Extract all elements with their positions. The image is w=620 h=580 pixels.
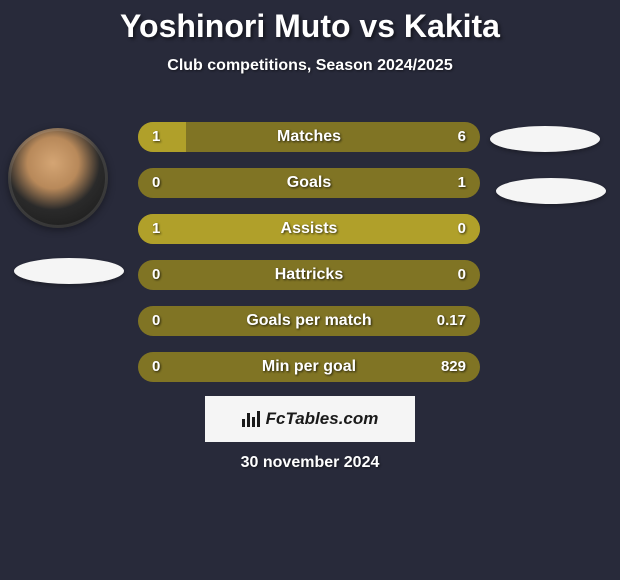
fctables-badge: FcTables.com (205, 396, 415, 442)
stat-row: 16Matches (138, 122, 480, 152)
chart-icon (242, 411, 260, 427)
stat-row: 00.17Goals per match (138, 306, 480, 336)
footer-date: 30 november 2024 (0, 454, 620, 472)
stat-label: Min per goal (138, 352, 480, 382)
stat-label: Goals per match (138, 306, 480, 336)
stats-container: 16Matches 01Goals 10Assists 00Hattricks 00.1… (138, 122, 480, 398)
stat-row: 01Goals (138, 168, 480, 198)
stat-label: Hattricks (138, 260, 480, 290)
stat-label: Goals (138, 168, 480, 198)
player2-name-badge-1 (490, 126, 600, 152)
stat-label: Assists (138, 214, 480, 244)
fctables-text: FcTables.com (266, 409, 379, 429)
stat-row: 10Assists (138, 214, 480, 244)
comparison-subtitle: Club competitions, Season 2024/2025 (0, 57, 620, 75)
comparison-title: Yoshinori Muto vs Kakita (0, 0, 620, 45)
stat-row: 0829Min per goal (138, 352, 480, 382)
player1-avatar (8, 128, 108, 228)
player2-name-badge-2 (496, 178, 606, 204)
player1-name-badge (14, 258, 124, 284)
stat-row: 00Hattricks (138, 260, 480, 290)
stat-label: Matches (138, 122, 480, 152)
